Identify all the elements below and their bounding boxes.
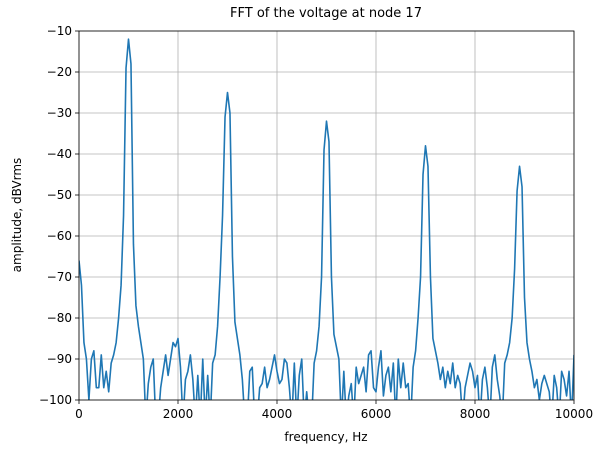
x-axis-label: frequency, Hz	[284, 430, 367, 444]
plot-frame	[78, 30, 575, 401]
x-tick-label: 6000	[361, 407, 392, 421]
y-tick-label: −20	[47, 65, 72, 79]
x-tick-label: 10000	[555, 407, 593, 421]
y-tick-label: −30	[47, 106, 72, 120]
y-axis-label: amplitude, dBVrms	[10, 158, 24, 273]
y-tick-label: −60	[47, 229, 72, 243]
data-line	[79, 38, 574, 400]
x-tick-label: 0	[75, 407, 83, 421]
x-tick-label: 4000	[262, 407, 293, 421]
x-tick-label: 8000	[460, 407, 491, 421]
chart-title: FFT of the voltage at node 17	[230, 6, 422, 21]
y-tick-label: −80	[47, 311, 72, 325]
y-tick-label: −40	[47, 147, 72, 161]
y-tick-label: −50	[47, 188, 72, 202]
y-tick-label: −100	[39, 393, 72, 407]
y-tick-label: −90	[47, 352, 72, 366]
y-tick-label: −70	[47, 270, 72, 284]
y-tick-label: −10	[47, 24, 72, 38]
x-tick-label: 2000	[163, 407, 194, 421]
